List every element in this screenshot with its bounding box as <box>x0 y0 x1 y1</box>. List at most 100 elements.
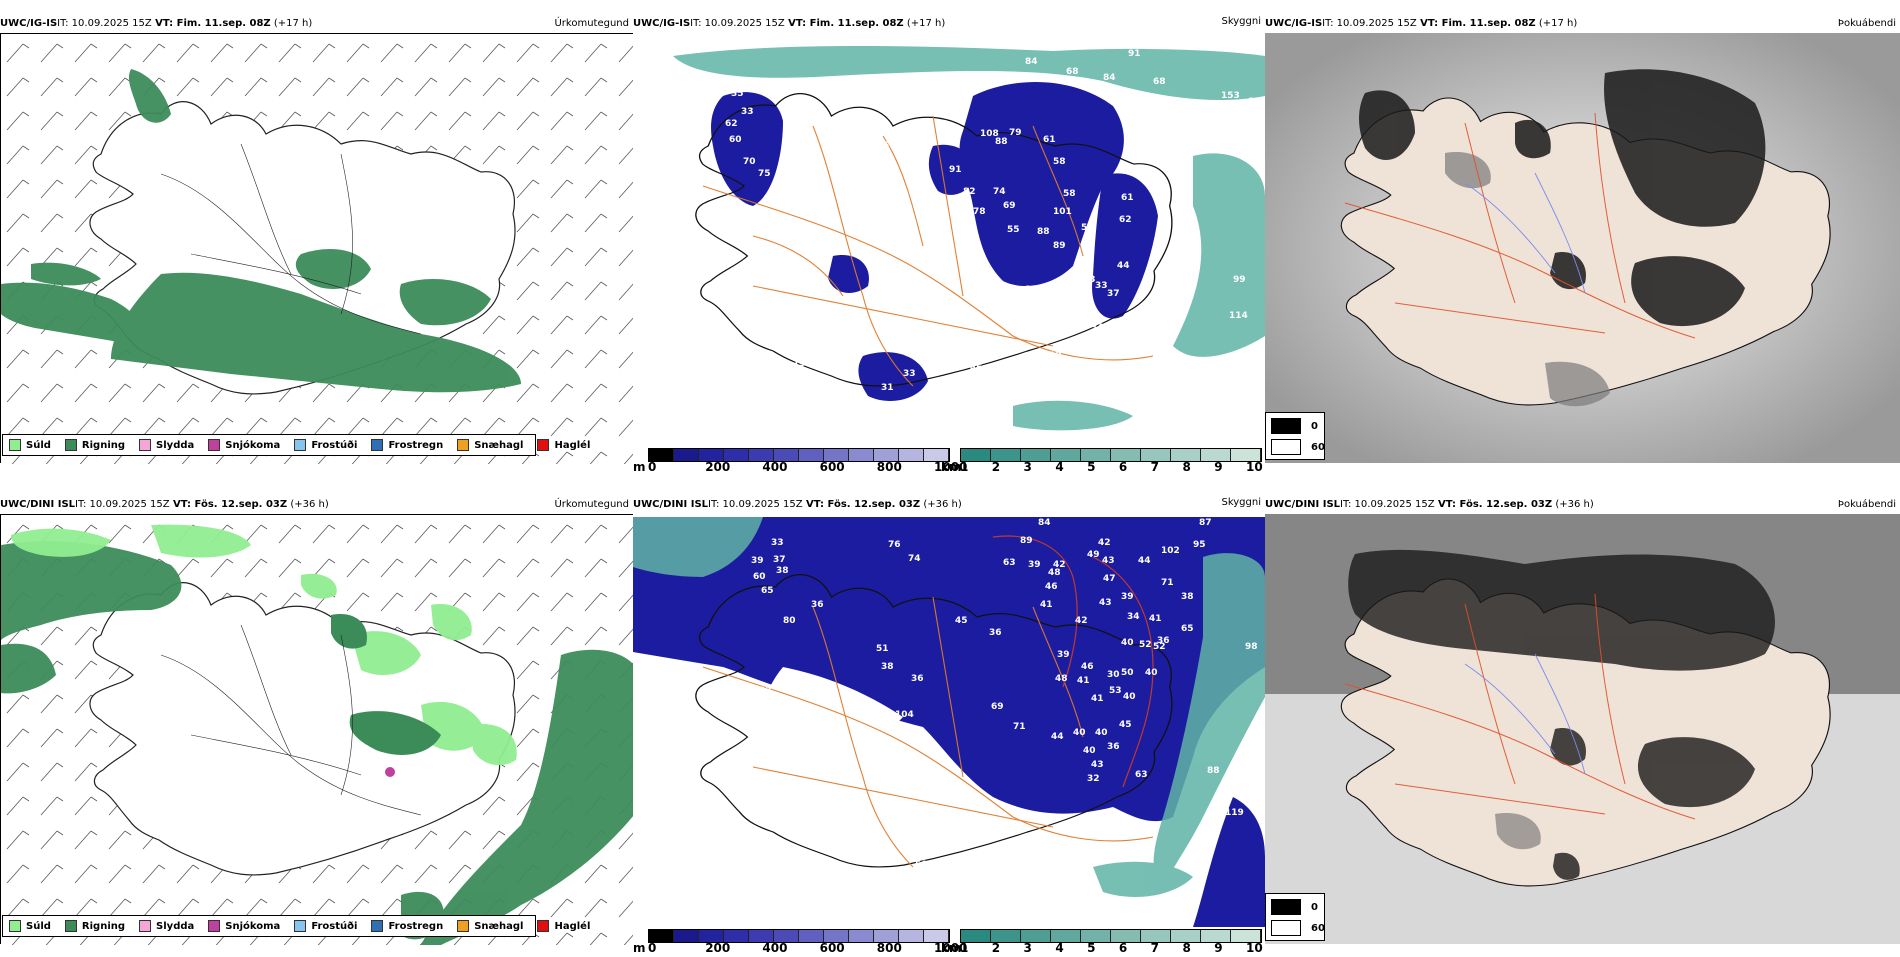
visibility-unit: km <box>941 460 962 474</box>
legend-label: Súld <box>26 920 51 932</box>
cloud-base-value-label: 68 <box>1066 67 1079 77</box>
vt-prefix: VT: <box>784 18 810 29</box>
model-name: UWC/DINI ISL <box>1265 499 1341 510</box>
legend-label: Rigning <box>81 920 126 932</box>
lead-time: (+36 h) <box>1552 499 1594 510</box>
legend-item: Haglél <box>537 920 590 932</box>
cloud-base-value-label: 34 <box>1127 612 1140 622</box>
cloud-base-value-label: 40 <box>1123 692 1136 702</box>
swatch <box>208 920 221 932</box>
legend-item: Súld <box>9 439 51 451</box>
colorbar-tick-label: 6 <box>1118 941 1128 955</box>
colorbar-cell <box>1051 930 1081 942</box>
colorbar-cell <box>699 930 724 942</box>
cloud-base-value-label: 22 <box>919 397 932 407</box>
colorbar-cell <box>749 930 774 942</box>
precip-map-bottom <box>0 514 634 945</box>
cloud-base-value-label: 40 <box>1121 638 1134 648</box>
legend-item: Haglél <box>537 439 590 451</box>
colorbar-tick-label: 4 <box>1055 941 1064 955</box>
colorbar-cell <box>924 930 949 942</box>
colorbar-tick-label: 4 <box>1055 460 1064 474</box>
cloud-base-value-label: 69 <box>1003 201 1016 211</box>
lead-time: (+17 h) <box>1535 18 1578 29</box>
colorbar-cell <box>874 449 899 461</box>
fog-legend-label: 60 <box>1311 441 1325 453</box>
cloud-base-value-label: 63 <box>1135 770 1148 780</box>
cloud-base-value-label: 43 <box>1091 760 1104 770</box>
cloudbase-colorbar-top <box>648 448 950 462</box>
cloud-base-value-label: 60 <box>917 413 930 423</box>
colorbar-tick-label: 5 <box>1087 941 1096 955</box>
swatch <box>64 920 77 932</box>
visibility-colorbar-bottom <box>960 929 1262 943</box>
cloud-base-value-label: 91 <box>949 165 962 175</box>
cloud-base-value-label: 99 <box>1233 275 1246 285</box>
it-prefix: IT: <box>75 499 90 510</box>
cloud-base-value-label: 38 <box>725 730 738 740</box>
cloud-base-value-label: 35 <box>731 89 744 99</box>
swatch <box>9 920 21 932</box>
cloud-base-value-label: 95 <box>1193 540 1206 550</box>
swatch <box>294 439 307 451</box>
init-time: 10.09.2025 15Z <box>1336 18 1417 29</box>
cloud-base-value-label: 98 <box>1245 642 1258 652</box>
valid-time: Fim. 11.sep. 08Z <box>809 18 904 29</box>
legend-item: Frostúði <box>294 439 357 451</box>
colorbar-cell <box>674 930 699 942</box>
cloud-base-value-label: 38 <box>776 566 789 576</box>
model-name: UWC/IG-IS <box>633 18 691 29</box>
model-name: UWC/DINI ISL <box>633 499 709 510</box>
panel-title: Þokuábendi <box>1837 499 1896 510</box>
cloudbase-ticks: 0 200 400 600 800 1000 <box>648 460 967 476</box>
colorbar-cell <box>1231 449 1261 461</box>
cloud-base-value-label: 36 <box>1107 742 1120 752</box>
legend-item: Frostúði <box>294 920 357 932</box>
cloud-base-value-label: 130 <box>793 359 812 369</box>
legend-item: Frostregn <box>371 920 443 932</box>
legend-label: Snjókoma <box>225 439 281 451</box>
colorbar-cell <box>991 930 1021 942</box>
cloud-base-value-label: 74 <box>908 554 921 564</box>
colorbar-tick-label: 8 <box>1182 941 1191 955</box>
legend-label: Frostúði <box>311 439 358 451</box>
colorbar-cell <box>961 930 991 942</box>
cloud-base-value-label: 40 <box>1095 728 1108 738</box>
legend-label: Rigning <box>81 439 126 451</box>
cloud-base-value-label: 68 <box>1153 77 1166 87</box>
cloud-base-value-label: 37 <box>1107 289 1120 299</box>
valid-time: Fös. 12.sep. 03Z <box>827 499 921 510</box>
cloud-base-value-label: 39 <box>779 712 792 722</box>
cloud-base-value-label: 71 <box>1161 578 1174 588</box>
cloud-base-value-label: 53 <box>1109 686 1122 696</box>
vt-prefix: VT: <box>802 499 828 510</box>
cloud-base-value-label: 62 <box>725 119 738 129</box>
precip-header-bottom: UWC/DINI ISLIT: 10.09.2025 15Z VT: Fös. … <box>0 497 633 513</box>
precip-map <box>0 33 634 464</box>
colorbar-cell <box>799 449 824 461</box>
cloud-base-value-label: 77 <box>801 159 814 169</box>
cloud-base-value-label: 60 <box>729 135 742 145</box>
cloud-base-value-label: 39 <box>751 556 764 566</box>
cloud-base-value-label: 31 <box>881 383 894 393</box>
cloud-base-value-label: 36 <box>1157 636 1170 646</box>
valid-time: Fim. 11.sep. 08Z <box>176 18 271 29</box>
visibility-ticks: 1 2 3 4 5 6 7 8 9 10 <box>960 941 1263 957</box>
colorbar-cell <box>1201 930 1231 942</box>
cloud-base-value-label: 65 <box>1181 624 1194 634</box>
colorbar-cell <box>1141 449 1171 461</box>
colorbar-cell <box>1021 930 1051 942</box>
colorbar-cell <box>824 449 849 461</box>
model-name: UWC/IG-IS <box>1265 18 1323 29</box>
cloud-base-value-label: 81 <box>948 199 961 209</box>
cloud-base-value-label: 41 <box>1091 694 1104 704</box>
cloud-base-value-label: 43 <box>1102 556 1115 566</box>
colorbar-cell <box>1171 930 1201 942</box>
cloud-base-value-label: 33 <box>741 107 754 117</box>
fog-legend-item: 60 <box>1271 439 1325 455</box>
cloud-base-value-label: 38 <box>881 662 894 672</box>
colorbar-cell <box>1111 930 1141 942</box>
visibility-ticks: 1 2 3 4 5 6 7 8 9 10 <box>960 460 1263 476</box>
colorbar-cell <box>874 930 899 942</box>
cloud-header-top: UWC/IG-ISIT: 10.09.2025 15Z VT: Fim. 11.… <box>633 16 1265 32</box>
